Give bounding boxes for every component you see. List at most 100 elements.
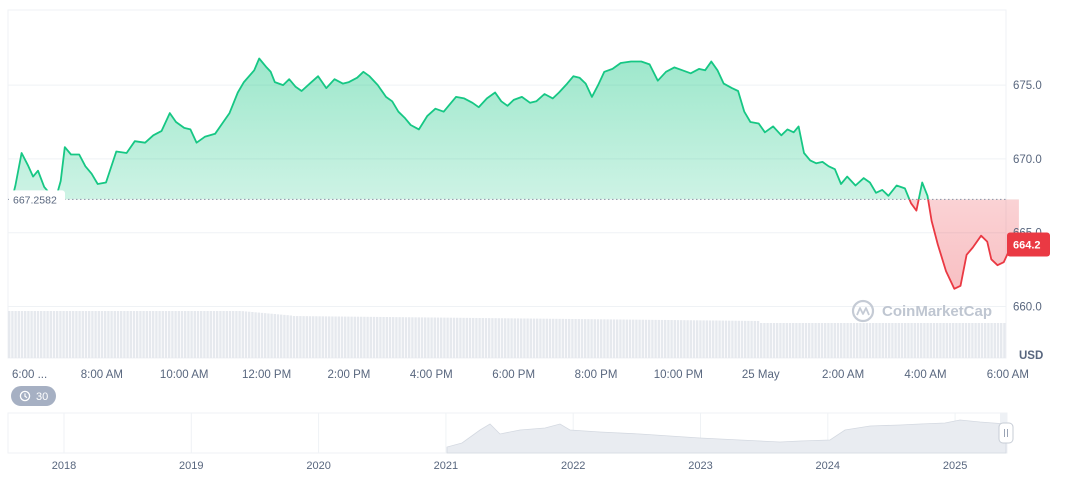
volume-bar [296,316,299,358]
volume-bar [456,317,459,358]
volume-bar [584,319,587,358]
volume-bar [308,316,312,358]
x-tick-label: 4:00 AM [904,369,946,381]
volume-bar [833,323,836,358]
volume-bar [795,323,798,358]
volume-bar [116,311,120,358]
volume-bar [862,323,865,358]
volume-bar [888,323,891,358]
volume-bar [312,316,315,358]
volume-bar [120,311,123,358]
volume-bar [507,318,510,358]
volume-bar [24,311,27,358]
volume-bar [398,317,401,358]
watermark: CoinMarketCap [851,299,992,323]
interval-badge-value: 30 [36,391,48,403]
range-navigator[interactable]: 2018 2019 2020 2021 2022 2023 2024 2025 [7,412,1014,472]
volume-bar [475,317,478,358]
navigator-tick-label: 2025 [943,460,967,472]
volume-bar [702,320,705,358]
volume-bar [971,323,974,358]
interval-badge[interactable]: 30 [11,386,56,406]
volume-bar [872,323,875,358]
volume-bar [404,317,408,358]
volume-bar [824,323,827,358]
volume-bar [744,320,747,358]
volume-bar [8,311,11,358]
volume-bar [488,318,491,358]
volume-bar [801,323,804,358]
volume-bar [984,323,987,358]
volume-bar [849,323,852,358]
volume-bar [248,311,251,358]
volume-bar [952,323,955,358]
volume-bar [206,311,209,358]
volume-bar [382,316,385,358]
volume-bar [635,319,638,358]
volume-bar [440,317,443,358]
volume-bar [904,323,907,358]
volume-bar [113,311,116,358]
volume-bar [779,323,782,358]
x-tick-label: 12:00 PM [242,369,291,381]
navigator-handle[interactable] [998,422,1014,444]
volume-bar [216,311,219,358]
volume-bar [878,323,881,358]
volume-bar [78,311,81,358]
volume-bar [235,311,238,358]
volume-bar [510,318,513,358]
volume-bar [996,323,1000,358]
volume-bar [532,318,536,358]
volume-bar [504,318,507,358]
volume-bar [772,323,776,358]
volume-bar [568,318,571,358]
volume-bar [283,314,286,358]
volume-bar [49,311,52,358]
volume-bar [40,311,43,358]
navigator-handle-box [998,422,1014,444]
volume-bar [500,318,504,358]
volume-bar [155,311,158,358]
volume-bar [52,311,56,358]
volume-bar [910,323,913,358]
volume-bar [718,320,721,358]
volume-bar [756,320,760,358]
volume-bar [552,318,555,358]
volume-bar [331,316,334,358]
volume-bar [417,317,420,358]
volume-bar [388,317,392,358]
volume-bar [580,319,584,358]
volume-bar [664,319,667,358]
volume-bar [561,318,564,358]
volume-bar [97,311,100,358]
volume-bar [542,318,545,358]
volume-bar [190,311,193,358]
volume-bar [376,316,379,358]
volume-bar [808,323,811,358]
volume-bar [817,323,820,358]
volume-bar [715,320,718,358]
volume-bars [8,311,1006,358]
volume-bar [104,311,107,358]
volume-bar [459,317,462,358]
volume-bar [411,317,414,358]
reference-price-label: 667.2582 [13,194,57,206]
volume-bar [830,323,833,358]
volume-bar [564,318,568,358]
volume-bar [184,311,187,358]
volume-bar [798,323,801,358]
volume-bar [788,323,792,358]
volume-bar [923,323,926,358]
volume-bar [88,311,91,358]
volume-bar [260,312,264,358]
volume-bar [251,312,254,358]
volume-bar [577,319,580,358]
volume-bar [286,315,289,358]
volume-bar [609,319,612,358]
volume-bar [920,323,923,358]
volume-bar [347,316,350,358]
volume-bar [782,323,785,358]
volume-bar [59,311,62,358]
volume-bar [168,311,171,358]
